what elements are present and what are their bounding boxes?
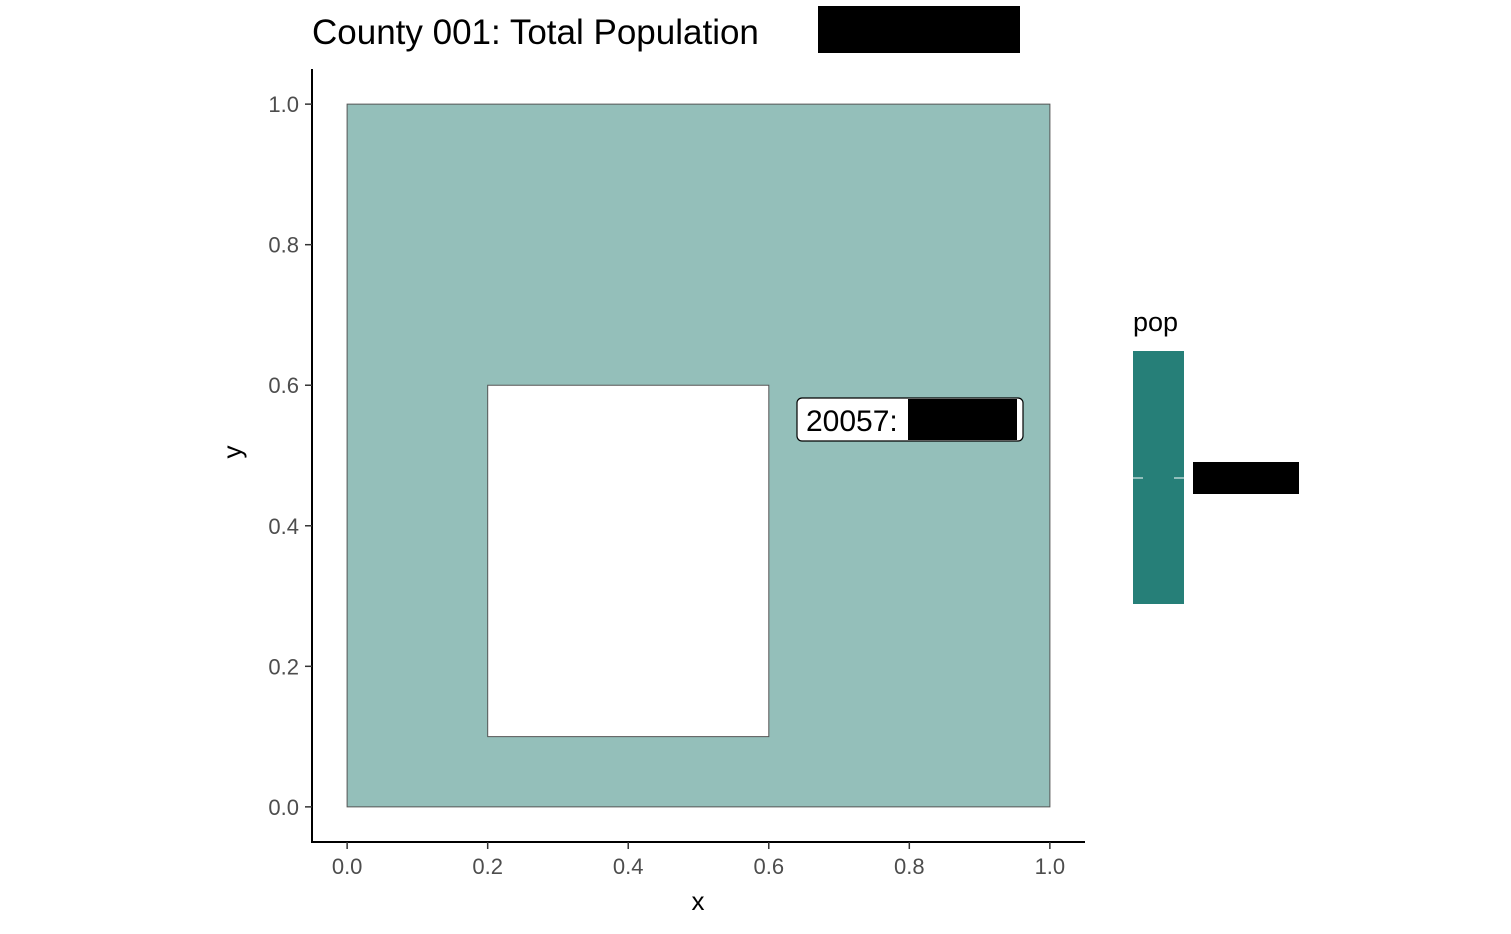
x-tick-label: 0.2 bbox=[472, 854, 503, 879]
y-tick-label: 0.4 bbox=[268, 514, 299, 539]
y-ticks: 0.0 0.2 0.4 0.6 0.8 1.0 bbox=[268, 92, 312, 820]
label-text: 20057: bbox=[806, 405, 898, 438]
x-tick-label: 0.6 bbox=[753, 854, 784, 879]
x-tick-label: 0.4 bbox=[613, 854, 644, 879]
x-ticks: 0.0 0.2 0.4 0.6 0.8 1.0 bbox=[332, 842, 1065, 879]
x-axis-title: x bbox=[692, 886, 705, 916]
x-tick-label: 0.8 bbox=[894, 854, 925, 879]
legend: pop bbox=[1133, 307, 1299, 604]
axes: 0.0 0.2 0.4 0.6 0.8 1.0 0.0 0.2 0.4 0.6 0.8 1.0 bbox=[268, 69, 1085, 879]
x-tick-label: 1.0 bbox=[1035, 854, 1066, 879]
y-tick-label: 0.8 bbox=[268, 233, 299, 258]
chart-title: County 001: Total Population bbox=[312, 13, 759, 52]
y-axis-title: y bbox=[217, 446, 247, 459]
x-tick-label: 0.0 bbox=[332, 854, 363, 879]
label-redaction bbox=[908, 399, 1017, 440]
legend-title: pop bbox=[1133, 307, 1178, 337]
y-tick-label: 0.2 bbox=[268, 654, 299, 679]
legend-label-redaction bbox=[1193, 462, 1299, 494]
county-polygon bbox=[346, 103, 1051, 808]
y-tick-label: 1.0 bbox=[268, 92, 299, 117]
y-tick-label: 0.0 bbox=[268, 795, 299, 820]
title-redaction bbox=[818, 6, 1020, 53]
data-label: 20057: bbox=[796, 397, 1024, 442]
y-tick-label: 0.6 bbox=[268, 373, 299, 398]
plot-panel bbox=[346, 103, 1051, 808]
